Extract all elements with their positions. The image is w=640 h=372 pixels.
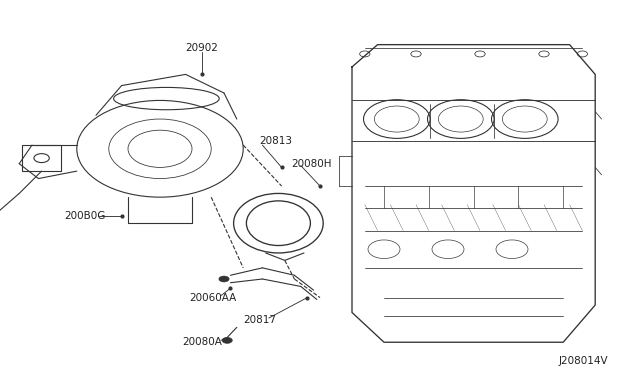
Text: 20902: 20902 xyxy=(185,44,218,53)
Text: 200B0G: 200B0G xyxy=(64,211,106,221)
Text: 20080A: 20080A xyxy=(182,337,222,347)
Text: 20080H: 20080H xyxy=(291,159,332,169)
Circle shape xyxy=(219,276,229,282)
Text: 20060AA: 20060AA xyxy=(189,293,236,302)
Text: 20813: 20813 xyxy=(259,137,292,146)
Circle shape xyxy=(222,337,232,343)
Text: J208014V: J208014V xyxy=(558,356,608,366)
Text: 20817: 20817 xyxy=(243,315,276,325)
